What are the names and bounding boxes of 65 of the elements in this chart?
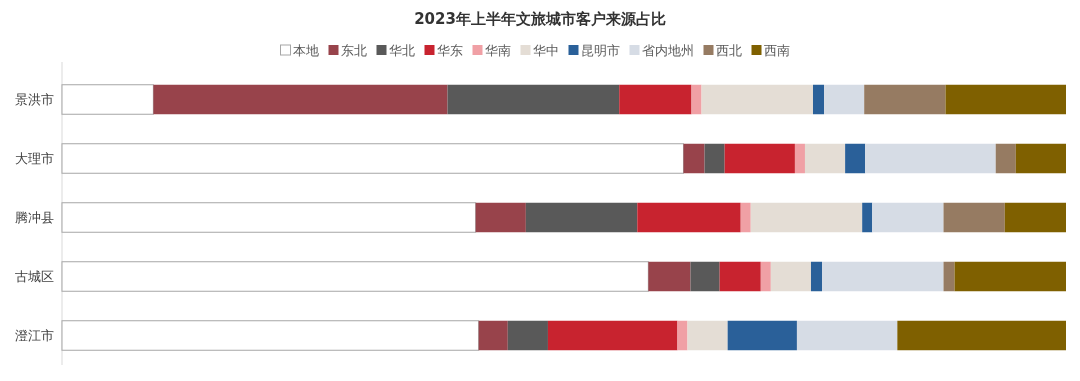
legend-label: 昆明市 [580, 43, 620, 58]
bar [619, 84, 692, 115]
bar [864, 84, 946, 115]
bar [812, 84, 825, 115]
legend-label: 本地 [292, 43, 319, 58]
bar [796, 320, 898, 351]
bar [804, 143, 846, 174]
y-tick-label: 腾冲县 [15, 210, 54, 226]
bar [704, 143, 725, 174]
bar [824, 84, 865, 115]
legend-label: 西北 [715, 43, 742, 58]
legend-label: 东北 [340, 43, 367, 58]
bar [897, 320, 1066, 351]
bar [862, 202, 873, 233]
legend-label: 华南 [484, 43, 511, 58]
legend-label: 华东 [436, 43, 463, 58]
bar [945, 84, 1066, 115]
bar [637, 202, 741, 233]
bar [943, 202, 1005, 233]
bar [61, 143, 684, 174]
bar [770, 261, 811, 292]
bar [954, 261, 1066, 292]
bar [995, 143, 1016, 174]
y-tick-label: 景洪市 [15, 92, 54, 108]
bar [447, 84, 620, 115]
bar [1015, 143, 1066, 174]
bar [478, 320, 508, 351]
bar [1004, 202, 1066, 233]
legend-label: 华中 [532, 43, 559, 58]
bar [822, 261, 944, 292]
bar [153, 84, 448, 115]
bar [865, 143, 996, 174]
bar [691, 84, 702, 115]
bar [525, 202, 638, 233]
bar [683, 143, 705, 174]
bar [872, 202, 944, 233]
bar [794, 143, 805, 174]
bar [677, 320, 688, 351]
bar [507, 320, 548, 351]
bar [760, 261, 771, 292]
y-tick-label: 大理市 [15, 151, 54, 167]
bar [727, 320, 797, 351]
bar [719, 261, 761, 292]
bar [475, 202, 526, 233]
bar [740, 202, 751, 233]
bar [690, 261, 720, 292]
bar [547, 320, 678, 351]
bar [61, 84, 154, 115]
bar [750, 202, 863, 233]
bar [61, 202, 477, 233]
bar [61, 320, 480, 351]
bar [701, 84, 813, 115]
legend-label: 华北 [388, 43, 415, 58]
y-tick-label: 澄江市 [15, 328, 54, 344]
bar [724, 143, 795, 174]
bar [687, 320, 728, 351]
bar [943, 261, 955, 292]
bar [810, 261, 823, 292]
bar [61, 261, 649, 292]
bar [845, 143, 866, 174]
legend-label: 西南 [763, 43, 790, 58]
bar [648, 261, 691, 292]
chart-title: 2023年上半年文旅城市客户来源占比 [414, 10, 666, 28]
y-tick-label: 古城区 [15, 269, 54, 285]
legend-label: 省内地州 [641, 43, 694, 58]
